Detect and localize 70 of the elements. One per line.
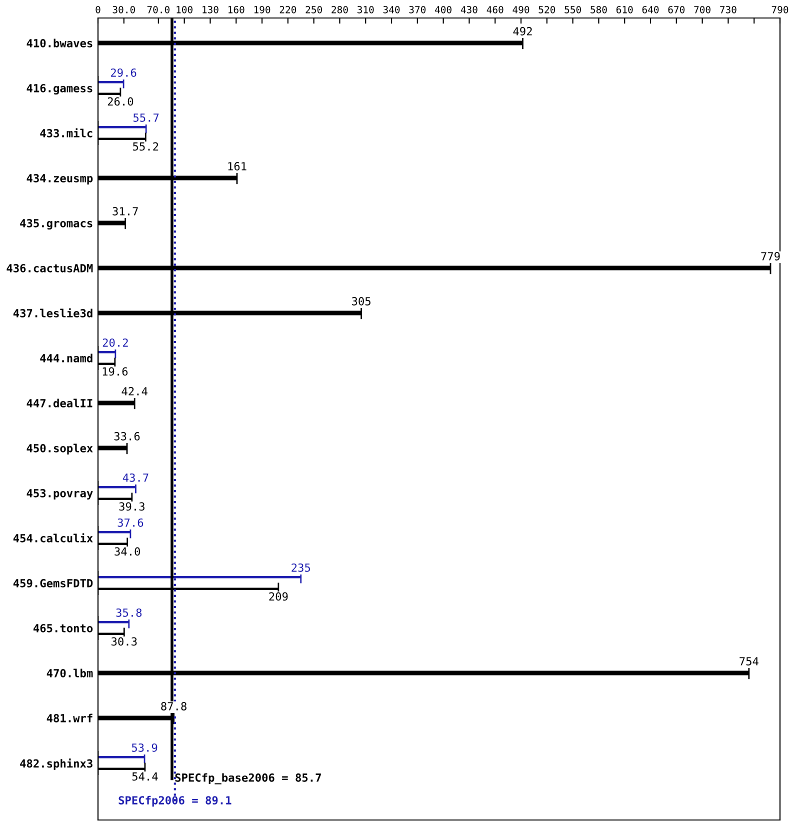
data-label: 54.4 [132, 772, 158, 781]
ref-line-label: SPECfp2006 = 89.1 [118, 796, 232, 807]
y-tick-label: 470.lbm [46, 668, 93, 678]
ref-line-label: SPECfp_base2006 = 85.7 [175, 773, 321, 784]
x-tick-label: 100 [176, 6, 192, 14]
x-tick-label: 520 [538, 6, 556, 14]
data-label: 55.2 [133, 142, 158, 151]
x-tick-label: 730 [720, 6, 736, 14]
x-tick-label: 160 [228, 6, 244, 14]
data-label: 235 [292, 563, 310, 572]
x-tick-label: 250 [306, 6, 322, 14]
x-tick-label: 370 [409, 6, 426, 14]
data-label: 42.4 [122, 387, 148, 396]
data-label: 754 [740, 657, 758, 666]
y-tick-label: 453.povray [26, 488, 93, 500]
x-tick-label: 700 [694, 6, 710, 14]
data-label: 305 [352, 297, 370, 306]
x-tick-label: 0 [96, 6, 100, 14]
data-label: 26.0 [108, 97, 134, 106]
y-tick-label: 437.leslie3d [13, 308, 92, 318]
x-tick-label: 490 [512, 6, 530, 14]
x-tick-label: 220 [280, 6, 296, 14]
data-label: 34.0 [114, 547, 140, 556]
data-label: 209 [269, 592, 288, 601]
data-label: 31.7 [112, 207, 138, 216]
data-label: 87.8 [161, 702, 186, 710]
x-tick-label: 190 [254, 6, 270, 14]
y-tick-label: 465.tonto [33, 624, 93, 632]
data-label: 161 [228, 162, 246, 170]
data-label: 779 [761, 252, 780, 260]
data-label: 33.6 [114, 432, 140, 440]
y-tick-label: 450.soplex [26, 444, 93, 455]
x-tick-label: 670 [668, 6, 685, 14]
x-tick-label: 580 [590, 6, 607, 14]
x-tick-label: 430 [460, 6, 478, 14]
x-tick-label: 280 [332, 6, 348, 14]
data-label: 43.7 [122, 473, 148, 482]
y-tick-label: 435.gromacs [20, 218, 92, 230]
x-tick-label: 610 [616, 6, 633, 14]
x-tick-label: 70.0 [147, 6, 170, 14]
data-label: 492 [513, 27, 532, 36]
y-tick-label: 482.sphinx3 [20, 758, 92, 770]
y-tick-label: 447.dealII [26, 398, 92, 408]
x-tick-label: 400 [435, 6, 452, 14]
data-label: 39.3 [119, 502, 144, 511]
x-tick-label: 310 [357, 6, 374, 14]
x-tick-label: 30.0 [112, 6, 135, 14]
data-label: 29.6 [111, 68, 136, 77]
y-tick-label: 410.bwaves [26, 38, 92, 48]
data-label: 19.6 [102, 367, 128, 376]
data-label: 35.8 [116, 608, 142, 617]
data-label: 20.2 [102, 338, 128, 347]
x-tick-label: 460 [486, 6, 504, 14]
x-tick-label: 640 [642, 6, 659, 14]
x-tick-label: 550 [564, 6, 581, 14]
y-tick-label: 459.GemsFDTD [13, 578, 93, 588]
y-tick-label: 433.milc [40, 128, 92, 138]
data-label: 37.6 [118, 518, 144, 527]
x-tick-label: 340 [383, 6, 400, 14]
y-tick-label: 454.calculix [13, 533, 93, 542]
y-tick-label: 434.zeusmp [26, 174, 93, 185]
data-label: 53.9 [132, 743, 158, 752]
x-tick-label: 130 [202, 6, 218, 14]
data-label: 55.7 [133, 114, 159, 122]
data-label: 30.3 [112, 637, 137, 646]
y-tick-label: 444.namd [40, 354, 92, 362]
y-tick-label: 481.wrf [46, 714, 92, 722]
y-tick-label: 416.gamess [26, 84, 92, 95]
y-tick-label: 436.cactusADM [6, 264, 93, 272]
x-tick-label: 790 [772, 6, 788, 14]
